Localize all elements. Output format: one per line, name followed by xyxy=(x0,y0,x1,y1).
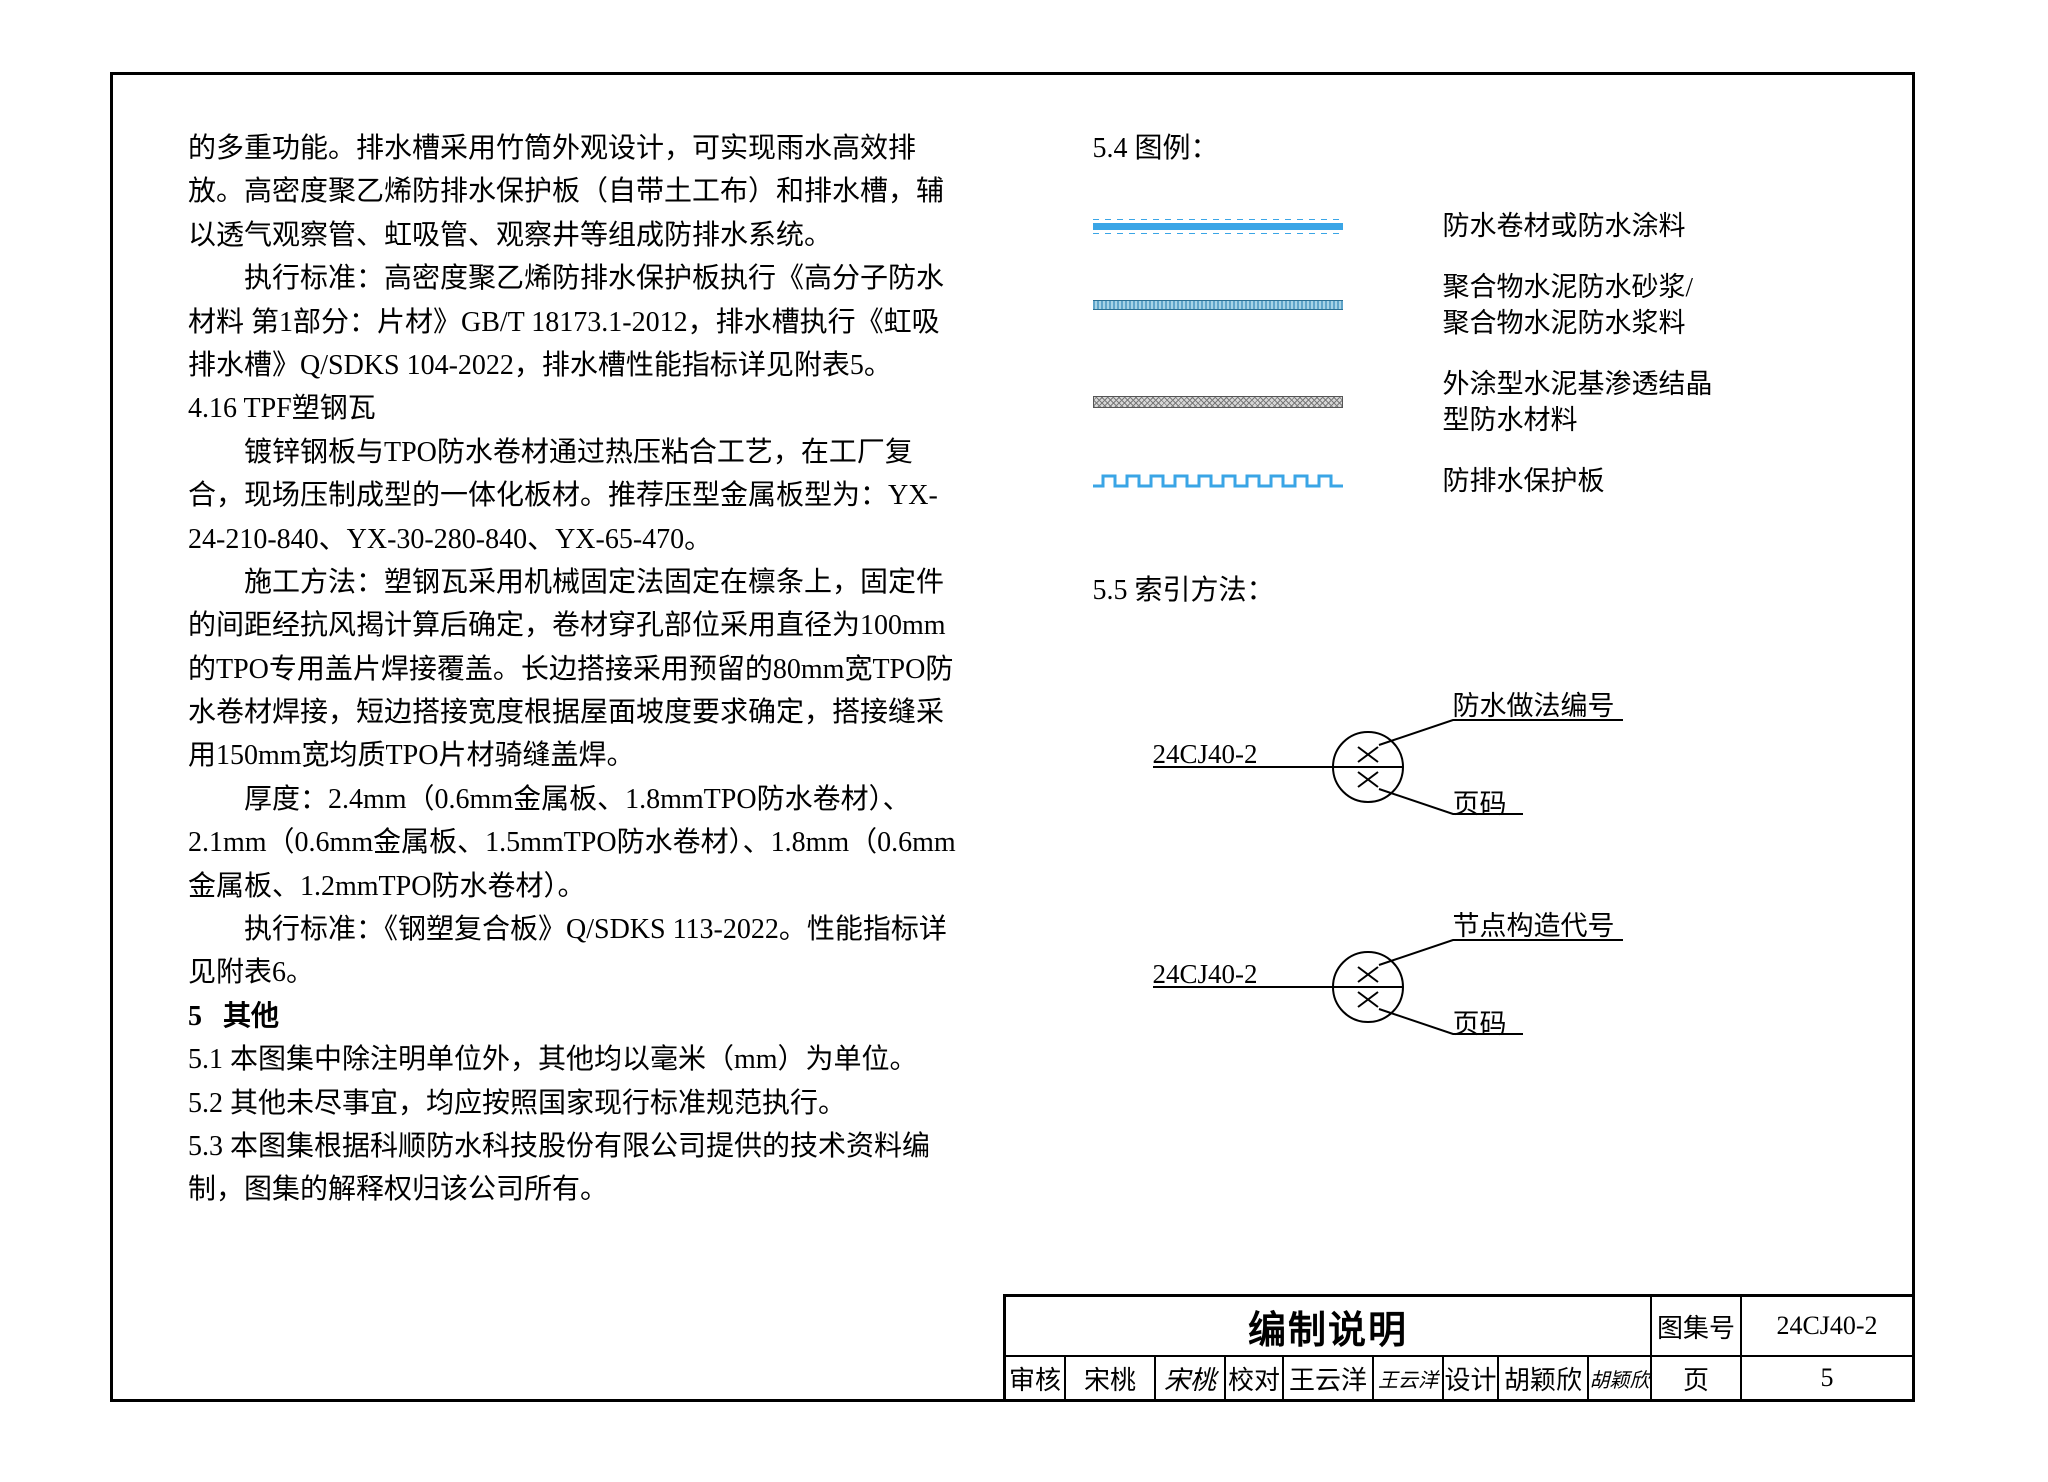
page-label: 页 xyxy=(1652,1357,1742,1399)
page-no: 5 xyxy=(1742,1357,1912,1399)
title-block: 编制说明 图集号 24CJ40-2 审核 宋桃 宋桃 校对 王云洋 王云洋 设计… xyxy=(1003,1294,1915,1402)
idx1-top: 防水做法编号 xyxy=(1453,686,1615,728)
title-block-row2: 审核 宋桃 宋桃 校对 王云洋 王云洋 设计 胡颖欣 胡颖欣 页 5 xyxy=(1006,1357,1912,1399)
left-column: 的多重功能。排水槽采用竹筒外观设计，可实现雨水高效排放。高密度聚乙烯防排水保护板… xyxy=(143,127,1003,1284)
legend-swatch-1 xyxy=(1093,211,1343,243)
item-5-3: 5.3 本图集根据科顺防水科技股份有限公司提供的技术资料编制，图集的解释权归该公… xyxy=(188,1125,958,1212)
name-jiaodui: 王云洋 xyxy=(1284,1357,1374,1399)
legend-label-2: 聚合物水泥防水砂浆/ 聚合物水泥防水浆料 xyxy=(1443,269,1694,342)
legend-row-2: 聚合物水泥防水砂浆/ 聚合物水泥防水浆料 xyxy=(1093,269,1863,342)
legend-block: 防水卷材或防水涂料 聚合物水泥防水砂浆/ 聚合物水泥防水浆料 外涂型水泥基渗透结… xyxy=(1093,208,1863,499)
legend-row-1: 防水卷材或防水涂料 xyxy=(1093,208,1863,244)
idx1-code: 24CJ40-2 xyxy=(1153,734,1258,776)
role-shenhe: 审核 xyxy=(1006,1357,1066,1399)
right-column: 5.4 图例： 防水卷材或防水涂料 聚合物水泥防水砂浆/ 聚合物水泥防水浆料 外… xyxy=(1003,127,1883,1284)
legend-swatch-3 xyxy=(1093,386,1343,418)
atlas-label: 图集号 xyxy=(1652,1297,1742,1355)
legend-label-4: 防排水保护板 xyxy=(1443,463,1605,499)
name-sheji: 胡颖欣 xyxy=(1499,1357,1589,1399)
item-5-1: 5.1 本图集中除注明单位外，其他均以毫米（mm）为单位。 xyxy=(188,1038,958,1081)
role-sheji: 设计 xyxy=(1444,1357,1499,1399)
legend-swatch-2 xyxy=(1093,289,1343,321)
content-area: 的多重功能。排水槽采用竹筒外观设计，可实现雨水高效排放。高密度聚乙烯防排水保护板… xyxy=(113,75,1912,1294)
index-diagram-2: 24CJ40-2 节点构造代号 页码 xyxy=(1153,912,1863,1062)
para-4-16a: 镀锌钢板与TPO防水卷材通过热压粘合工艺，在工厂复合，现场压制成型的一体化板材。… xyxy=(188,431,958,561)
heading-4-16: 4.16 TPF塑钢瓦 xyxy=(188,387,958,430)
role-jiaodui: 校对 xyxy=(1226,1357,1284,1399)
idx2-top: 节点构造代号 xyxy=(1453,906,1615,948)
para-4-16b: 施工方法：塑钢瓦采用机械固定法固定在檩条上，固定件的间距经抗风揭计算后确定，卷材… xyxy=(188,561,958,778)
para-4-16c: 厚度：2.4mm（0.6mm金属板、1.8mmTPO防水卷材）、2.1mm（0.… xyxy=(188,778,958,908)
section-5: 5 其他 xyxy=(188,995,958,1038)
item-5-5: 5.5 索引方法： xyxy=(1093,569,1863,612)
legend-row-4: 防排水保护板 xyxy=(1093,463,1863,499)
item-5-2: 5.2 其他未尽事宜，均应按照国家现行标准规范执行。 xyxy=(188,1082,958,1125)
item-5-4: 5.4 图例： xyxy=(1093,127,1863,170)
legend-label-3: 外涂型水泥基渗透结晶 型防水材料 xyxy=(1443,366,1713,439)
doc-title: 编制说明 xyxy=(1006,1297,1652,1355)
index-method: 5.5 索引方法： xyxy=(1093,569,1863,1062)
para-std-1: 执行标准：高密度聚乙烯防排水保护板执行《高分子防水材料 第1部分：片材》GB/T… xyxy=(188,257,958,387)
idx2-bottom: 页码 xyxy=(1453,1004,1507,1046)
page-frame: 的多重功能。排水槽采用竹筒外观设计，可实现雨水高效排放。高密度聚乙烯防排水保护板… xyxy=(110,72,1915,1402)
legend-row-3: 外涂型水泥基渗透结晶 型防水材料 xyxy=(1093,366,1863,439)
atlas-no: 24CJ40-2 xyxy=(1742,1297,1912,1355)
section-5-num: 5 xyxy=(188,1001,202,1032)
name-shenhe: 宋桃 xyxy=(1066,1357,1156,1399)
legend-swatch-4 xyxy=(1093,465,1343,497)
para-4-cont: 的多重功能。排水槽采用竹筒外观设计，可实现雨水高效排放。高密度聚乙烯防排水保护板… xyxy=(188,127,958,257)
index-diagram-1: 24CJ40-2 防水做法编号 页码 xyxy=(1153,692,1863,842)
idx2-code: 24CJ40-2 xyxy=(1153,954,1258,996)
sig-shenhe: 宋桃 xyxy=(1156,1357,1226,1399)
title-block-row1: 编制说明 图集号 24CJ40-2 xyxy=(1006,1297,1912,1357)
idx1-bottom: 页码 xyxy=(1453,784,1507,826)
legend-label-1: 防水卷材或防水涂料 xyxy=(1443,208,1686,244)
sig-sheji: 胡颖欣 xyxy=(1589,1357,1652,1399)
sig-jiaodui: 王云洋 xyxy=(1374,1357,1444,1399)
section-5-title: 其他 xyxy=(223,1001,279,1032)
para-std-2: 执行标准：《钢塑复合板》Q/SDKS 113-2022。性能指标详见附表6。 xyxy=(188,908,958,995)
castellated-icon xyxy=(1093,470,1343,492)
